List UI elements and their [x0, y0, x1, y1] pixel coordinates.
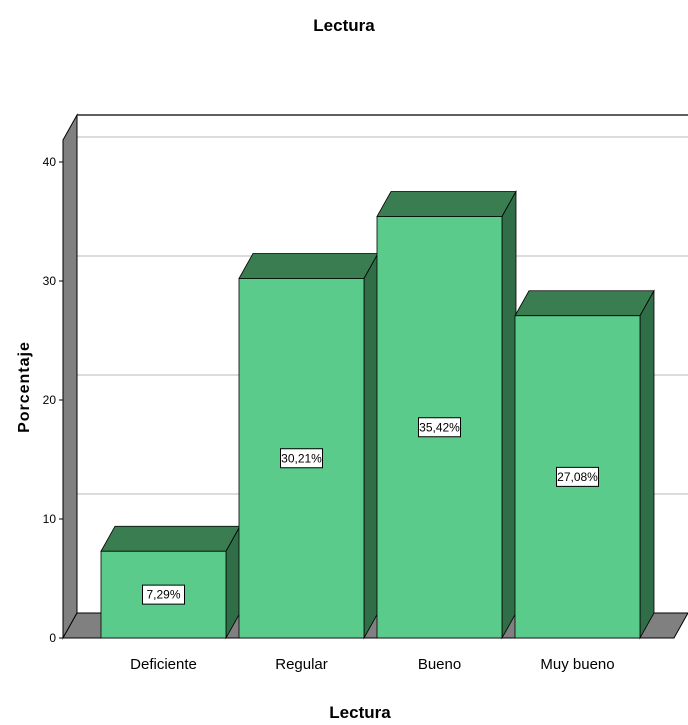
x-axis-ticks: Deficiente Regular Bueno Muy bueno — [130, 656, 614, 673]
bar-top-face — [376, 191, 517, 217]
data-label: 35,42% — [419, 420, 460, 434]
bars — [100, 189, 655, 640]
data-labels: 7,29% 30,21% 35,42% 27,08% — [142, 417, 599, 605]
chart-title: Lectura — [313, 16, 375, 35]
x-axis-label: Lectura — [329, 703, 391, 722]
bar-deficiente — [100, 524, 241, 640]
bar-top-face — [238, 253, 379, 279]
y-axis-ticks: 0 10 20 30 40 — [43, 155, 63, 645]
data-label: 7,29% — [146, 588, 180, 602]
bar-top-face — [100, 525, 241, 552]
y-tick-label: 30 — [43, 274, 57, 288]
data-label-box — [556, 466, 599, 487]
left-wall — [62, 113, 78, 640]
bar-side-face — [501, 189, 517, 640]
x-tick-label: Deficiente — [130, 656, 197, 673]
data-label: 27,08% — [557, 470, 598, 484]
y-tick-label: 10 — [43, 512, 57, 526]
y-tick-label: 40 — [43, 155, 57, 169]
bar-top-face — [514, 290, 655, 317]
bar-muy-bueno — [514, 289, 655, 640]
y-tick-label: 20 — [43, 393, 57, 407]
bar-regular — [238, 251, 379, 640]
data-label-box — [142, 584, 185, 605]
y-tick-label: 0 — [49, 631, 56, 645]
x-tick-label: Regular — [275, 656, 328, 673]
data-label-box — [418, 417, 461, 438]
bar-bueno — [376, 189, 517, 640]
bar-side-face — [363, 251, 379, 640]
data-label: 30,21% — [281, 451, 322, 465]
data-label-box — [280, 448, 323, 469]
x-tick-label: Bueno — [418, 656, 461, 673]
bar-side-face — [639, 289, 655, 640]
x-tick-label: Muy bueno — [540, 656, 614, 673]
